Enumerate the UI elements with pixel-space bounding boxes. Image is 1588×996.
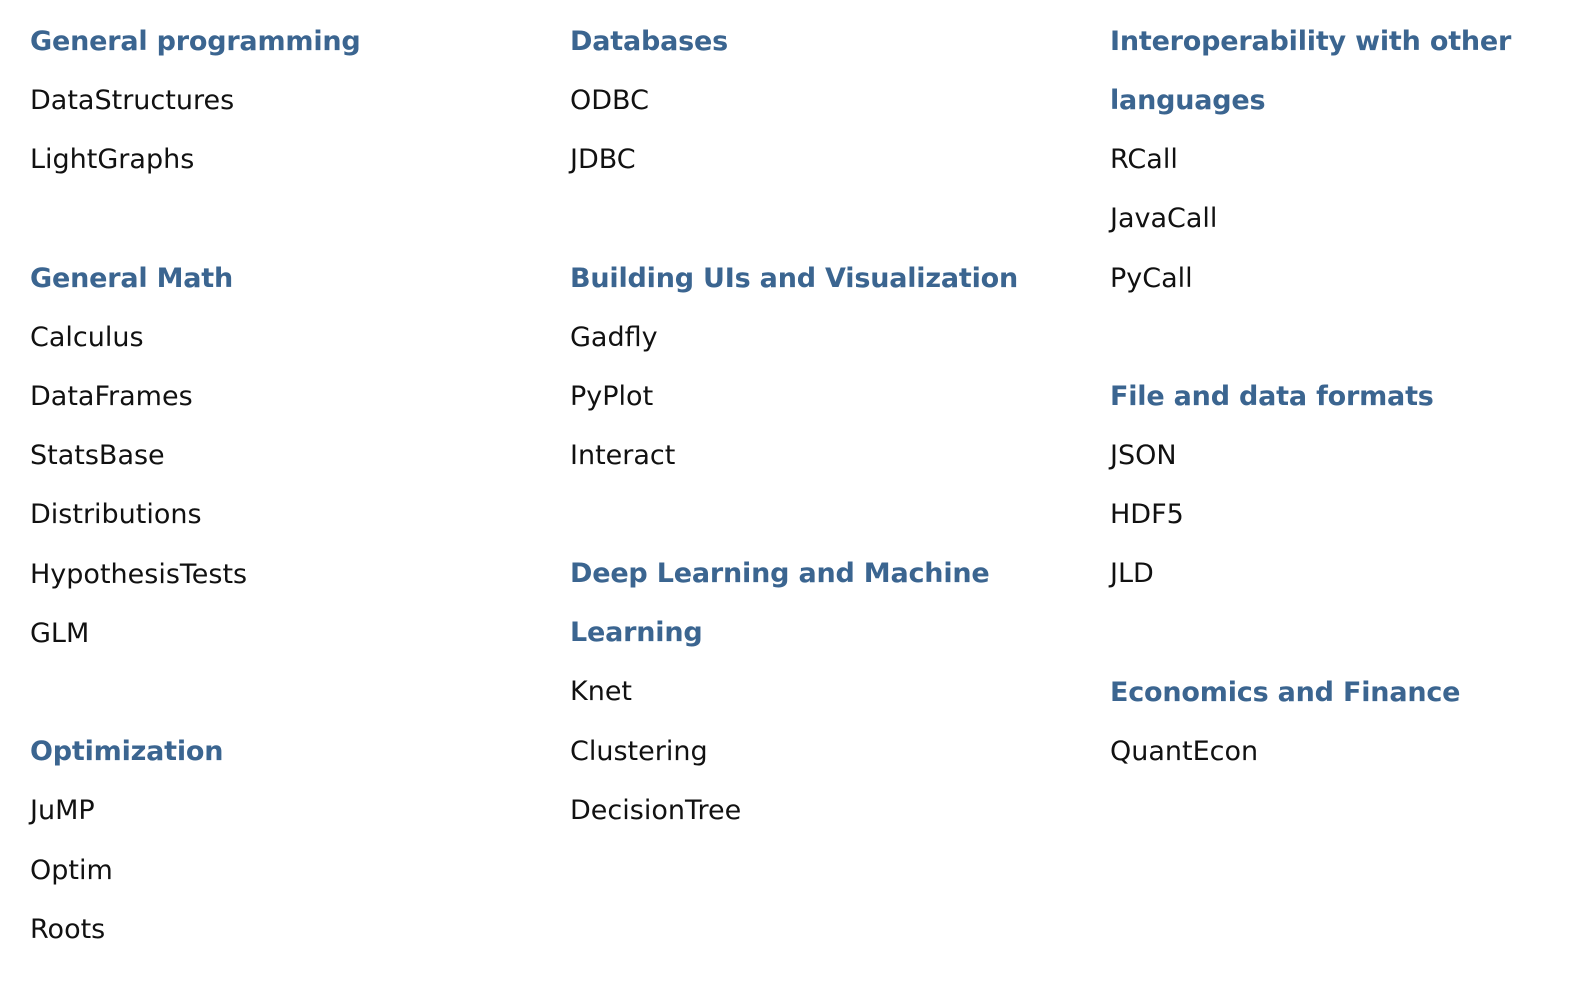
package-list: QuantEcon xyxy=(1110,722,1560,781)
package-link-pyplot[interactable]: PyPlot xyxy=(570,380,654,412)
package-link-roots[interactable]: Roots xyxy=(30,913,106,945)
package-link-pycall[interactable]: PyCall xyxy=(1110,262,1193,294)
package-link-odbc[interactable]: ODBC xyxy=(570,85,649,116)
package-link-rcall[interactable]: RCall xyxy=(1110,144,1178,175)
package-link-json[interactable]: JSON xyxy=(1110,439,1177,471)
category-title: Interoperability with other languages xyxy=(1110,26,1512,116)
category-title: File and data formats xyxy=(1110,380,1434,412)
category-interoperability: Interoperability with other languages RC… xyxy=(1110,12,1560,308)
category-title: General Math xyxy=(30,262,234,294)
package-list: ODBC JDBC xyxy=(570,71,1030,190)
package-link-datastructures[interactable]: DataStructures xyxy=(30,85,235,116)
category-optimization: Optimization JuMP Optim Roots xyxy=(30,722,490,959)
package-link-interact[interactable]: Interact xyxy=(570,440,676,472)
package-list: JSON HDF5 JLD xyxy=(1110,426,1560,604)
category-title: Databases xyxy=(570,26,728,57)
package-link-distributions[interactable]: Distributions xyxy=(30,499,202,531)
package-link-lightgraphs[interactable]: LightGraphs xyxy=(30,144,195,176)
package-link-gadfly[interactable]: Gadfly xyxy=(570,321,658,353)
package-link-jld[interactable]: JLD xyxy=(1110,558,1154,590)
category-title: Economics and Finance xyxy=(1110,676,1461,708)
package-link-quantecon[interactable]: QuantEcon xyxy=(1110,735,1259,767)
category-column-2: Databases ODBC JDBC Building UIs and Vis… xyxy=(570,12,1030,840)
package-link-javacall[interactable]: JavaCall xyxy=(1110,203,1218,235)
category-building-uis-and-visualization: Building UIs and Visualization Gadfly Py… xyxy=(570,249,1030,486)
category-column-1: General programming DataStructures Light… xyxy=(30,12,490,959)
package-link-decisiontree[interactable]: DecisionTree xyxy=(570,795,742,827)
package-link-jdbc[interactable]: JDBC xyxy=(570,144,636,176)
package-link-optim[interactable]: Optim xyxy=(30,854,113,886)
package-list: Knet Clustering DecisionTree xyxy=(570,662,1030,840)
category-databases: Databases ODBC JDBC xyxy=(570,12,1030,190)
category-title: Optimization xyxy=(30,736,224,768)
category-title: General programming xyxy=(30,26,361,57)
category-title: Building UIs and Visualization xyxy=(570,262,1019,294)
category-column-3: Interoperability with other languages RC… xyxy=(1110,12,1560,781)
package-list: JuMP Optim Roots xyxy=(30,781,490,959)
package-list: Calculus DataFrames StatsBase Distributi… xyxy=(30,308,490,664)
package-list: Gadfly PyPlot Interact xyxy=(570,308,1030,486)
category-general-math: General Math Calculus DataFrames StatsBa… xyxy=(30,249,490,664)
package-link-dataframes[interactable]: DataFrames xyxy=(30,380,193,412)
category-deep-learning-and-machine-learning: Deep Learning and Machine Learning Knet … xyxy=(570,544,1030,840)
package-link-jump[interactable]: JuMP xyxy=(30,795,95,827)
category-general-programming: General programming DataStructures Light… xyxy=(30,12,490,190)
package-list: DataStructures LightGraphs xyxy=(30,71,490,190)
category-title: Deep Learning and Machine Learning xyxy=(570,558,990,649)
package-link-knet[interactable]: Knet xyxy=(570,676,633,708)
package-list: RCall JavaCall PyCall xyxy=(1110,130,1560,308)
package-link-clustering[interactable]: Clustering xyxy=(570,735,708,767)
package-link-statsbase[interactable]: StatsBase xyxy=(30,440,165,472)
category-file-and-data-formats: File and data formats JSON HDF5 JLD xyxy=(1110,367,1560,604)
package-link-hdf5[interactable]: HDF5 xyxy=(1110,499,1184,531)
category-economics-and-finance: Economics and Finance QuantEcon xyxy=(1110,663,1560,781)
package-link-calculus[interactable]: Calculus xyxy=(30,321,144,353)
package-link-glm[interactable]: GLM xyxy=(30,618,90,650)
package-link-hypothesistests[interactable]: HypothesisTests xyxy=(30,558,248,590)
